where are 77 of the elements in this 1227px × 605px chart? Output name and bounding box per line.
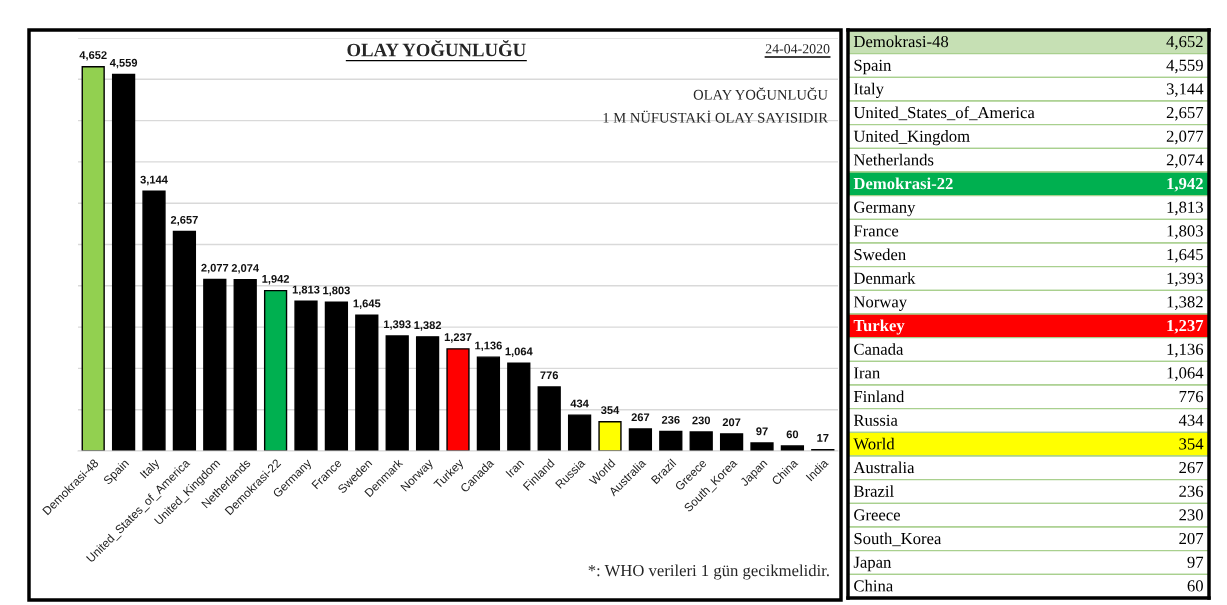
- chart-title: OLAY YOĞUNLUĞU: [347, 39, 526, 57]
- x-tick-label: India: [805, 457, 829, 482]
- data-label: 776: [1179, 390, 1204, 403]
- category-label: South_Korea: [854, 532, 942, 547]
- data-label: 1,803: [323, 286, 350, 296]
- category-label: Demokrasi-22: [853, 177, 953, 190]
- data-label: 1,064: [505, 347, 533, 357]
- category-label: United_Kingdom: [853, 130, 970, 146]
- category-label: China: [854, 579, 893, 592]
- category-label: Russia: [853, 414, 898, 426]
- data-label: 1,942: [1167, 177, 1203, 192]
- data-label: 4,652: [79, 51, 107, 61]
- data-label: 4,559: [1166, 59, 1203, 74]
- category-label: Canada: [854, 343, 904, 355]
- data-label: 230: [1179, 509, 1203, 521]
- data-label: 1,942: [262, 274, 290, 285]
- data-label: 60: [786, 430, 799, 439]
- category-label: Norway: [853, 296, 908, 311]
- data-label: 1,382: [414, 321, 442, 331]
- data-label: 2,077: [201, 263, 229, 274]
- data-label: 267: [1179, 461, 1204, 474]
- data-label: 1,064: [1167, 367, 1204, 381]
- data-label: 1,393: [1167, 272, 1203, 287]
- x-tick-label: Iran: [505, 458, 525, 478]
- data-label: 2,657: [170, 215, 198, 226]
- category-label: Finland: [853, 390, 905, 403]
- data-label: 1,237: [444, 333, 472, 343]
- data-label: 1,813: [292, 285, 320, 296]
- data-label: 1,813: [1167, 201, 1203, 216]
- category-label: Germany: [854, 201, 916, 217]
- category-label: Demokrasi-48: [853, 35, 949, 48]
- data-label: 776: [540, 371, 559, 380]
- category-label: Netherlands: [853, 153, 934, 166]
- data-label: 1,382: [1167, 296, 1203, 310]
- data-label: 2,657: [1166, 106, 1204, 121]
- category-label: France: [853, 225, 899, 237]
- data-label: 236: [661, 415, 680, 424]
- category-label: Italy: [854, 82, 884, 98]
- data-label: 230: [692, 416, 711, 425]
- data-label: 354: [1179, 438, 1204, 450]
- data-label: 2,077: [1166, 130, 1204, 145]
- data-label: 97: [1187, 556, 1204, 568]
- data-label: 3,144: [140, 175, 168, 186]
- data-label: 1,136: [1167, 343, 1204, 358]
- data-label: 4,652: [1166, 35, 1203, 50]
- data-label: 17: [817, 434, 829, 442]
- annotation: 24-04-2020: [765, 44, 830, 54]
- data-label: 434: [1178, 414, 1204, 426]
- data-label: 1,136: [475, 341, 502, 352]
- data-label: 207: [722, 418, 741, 427]
- data-label: 1,237: [1167, 319, 1204, 334]
- category-label: Denmark: [853, 272, 916, 284]
- data-label: 4,559: [109, 58, 138, 69]
- data-label: 1,393: [384, 320, 411, 330]
- data-label: 354: [600, 406, 620, 415]
- annotation: OLAY YOĞUNLUĞU: [693, 87, 828, 100]
- category-label: World: [853, 437, 895, 450]
- text: *: WHO verileri 1 gün gecikmelidir.: [588, 564, 829, 580]
- annotation: 1 M NÜFUSTAKİ OLAY SAYISIDIR: [603, 110, 828, 123]
- data-label: 236: [1179, 485, 1204, 497]
- data-label: 207: [1179, 532, 1204, 545]
- data-label: 267: [631, 413, 650, 422]
- data-label: 1,645: [353, 299, 381, 309]
- category-label: Sweden: [854, 248, 906, 261]
- data-label: 60: [1187, 580, 1203, 592]
- data-label: 434: [570, 399, 589, 408]
- data-label: 3,144: [1166, 83, 1204, 97]
- data-label: 2,074: [1166, 154, 1204, 168]
- category-label: United_States_of_America: [853, 106, 1035, 121]
- data-label: 1,645: [1167, 248, 1203, 263]
- category-label: Turkey: [853, 319, 905, 335]
- data-label: 1,803: [1167, 225, 1203, 239]
- category-label: Japan: [853, 556, 892, 572]
- category-label: Iran: [854, 367, 880, 379]
- data-label: 97: [756, 427, 768, 436]
- category-label: Spain: [854, 59, 892, 75]
- data-label: 2,074: [231, 264, 260, 274]
